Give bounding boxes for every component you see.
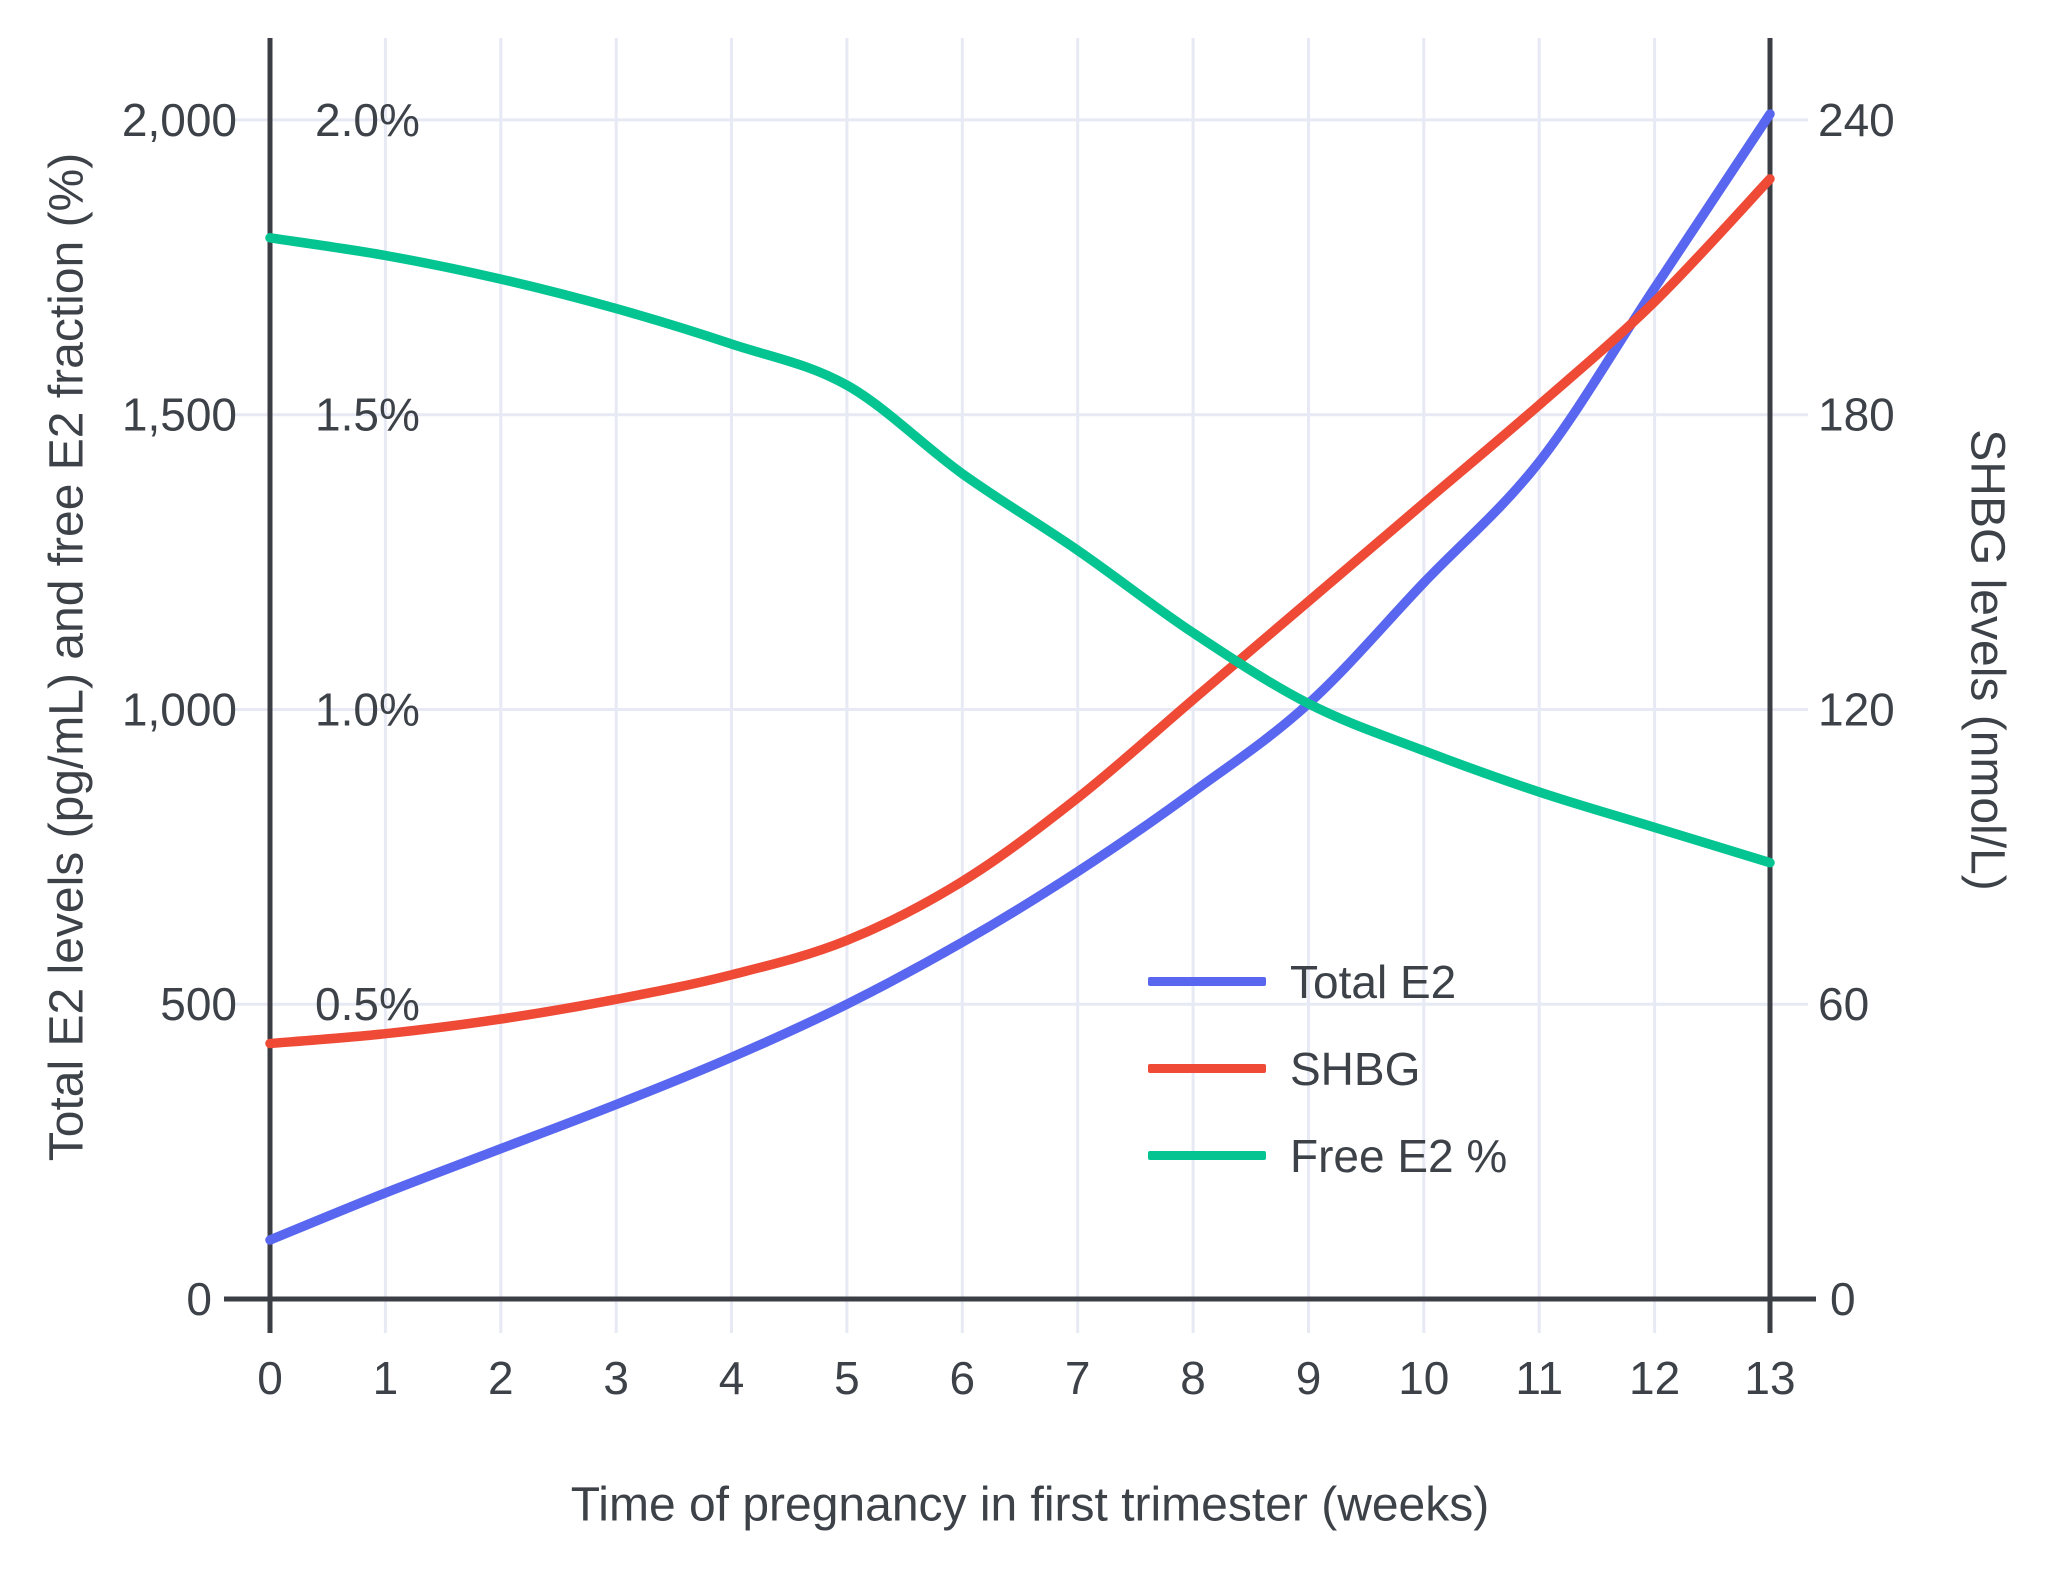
legend: Total E2 SHBG Free E2 % [1148, 938, 1507, 1199]
series-line-free-e2 [265, 233, 1775, 868]
series-line-total-e2 [265, 109, 1775, 1245]
x-tick-label: 9 [1296, 1352, 1322, 1404]
x-tick-label: 2 [488, 1352, 514, 1404]
x-tick-label: 13 [1744, 1352, 1795, 1404]
y-right-tick-label: 0 [1830, 1273, 1856, 1325]
series-line-shbg [265, 174, 1775, 1049]
x-tick-label: 6 [950, 1352, 976, 1404]
y-axis-right-title: SHBG levels (nmol/L) [1960, 429, 2014, 891]
percent-annotation: 1.5% [315, 389, 420, 441]
legend-label: Free E2 % [1290, 1129, 1508, 1182]
x-tick-label: 12 [1629, 1352, 1680, 1404]
y-left-tick-label: 500 [160, 978, 237, 1030]
percent-annotation: 2.0% [315, 94, 420, 146]
y-right-tick-label: 120 [1818, 684, 1895, 736]
legend-item-total-e2[interactable]: Total E2 [1148, 938, 1507, 1025]
x-tick-label: 10 [1398, 1352, 1449, 1404]
x-tick-label: 11 [1515, 1352, 1563, 1404]
legend-label: Total E2 [1290, 955, 1457, 1008]
legend-label: SHBG [1290, 1042, 1421, 1095]
y-right-tick-label: 60 [1818, 978, 1869, 1030]
x-tick-label: 5 [834, 1352, 860, 1404]
x-tick-label: 8 [1180, 1352, 1206, 1404]
x-tick-label: 3 [603, 1352, 629, 1404]
percent-annotation: 0.5% [315, 978, 420, 1030]
y-right-tick-label: 240 [1818, 94, 1895, 146]
legend-swatch-shbg [1148, 1064, 1266, 1073]
legend-item-shbg[interactable]: SHBG [1148, 1025, 1507, 1112]
y-left-tick-label: 0 [186, 1273, 212, 1325]
x-tick-label: 7 [1065, 1352, 1091, 1404]
y-axis-left-title: Total E2 levels (pg/mL) and free E2 frac… [40, 152, 94, 1162]
y-left-tick-label: 2,000 [122, 94, 237, 146]
legend-item-free-e2[interactable]: Free E2 % [1148, 1112, 1507, 1199]
x-axis-title: Time of pregnancy in first trimester (we… [570, 1478, 1490, 1532]
x-tick-label: 1 [373, 1352, 399, 1404]
y-left-tick-label: 1,500 [122, 389, 237, 441]
x-tick-label: 0 [257, 1352, 283, 1404]
x-tick-label: 4 [719, 1352, 745, 1404]
legend-swatch-total-e2 [1148, 977, 1266, 986]
percent-annotation: 1.0% [315, 684, 420, 736]
legend-swatch-free-e2 [1148, 1151, 1266, 1160]
y-left-tick-label: 1,000 [122, 684, 237, 736]
y-right-tick-label: 180 [1818, 389, 1895, 441]
